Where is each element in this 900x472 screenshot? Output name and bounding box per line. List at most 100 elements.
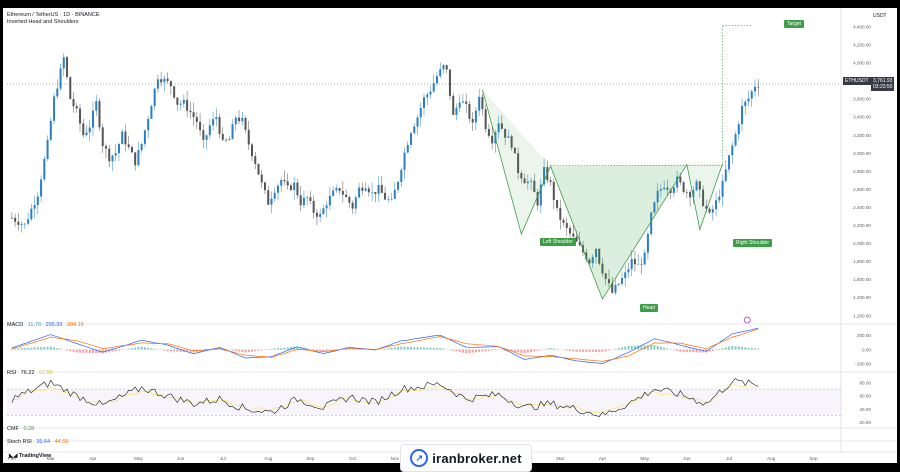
candle-body bbox=[563, 220, 565, 223]
candle-body bbox=[144, 130, 146, 143]
last-price-tag: 3,761.93 03:23:50 bbox=[871, 77, 894, 91]
candle-body bbox=[576, 237, 578, 242]
cmf-label: CMF bbox=[7, 426, 19, 432]
macd-histogram-bar bbox=[118, 349, 120, 350]
macd-histogram-bar bbox=[533, 349, 535, 351]
macd-histogram-bar bbox=[89, 349, 91, 353]
candle-body bbox=[728, 155, 730, 169]
macd-histogram-bar bbox=[592, 349, 594, 351]
candle-body bbox=[381, 185, 383, 193]
macd-histogram-bar bbox=[60, 349, 62, 350]
candle-body bbox=[569, 228, 571, 234]
candle-body bbox=[17, 222, 19, 225]
macd-histogram-bar bbox=[150, 348, 152, 350]
candle-body bbox=[313, 201, 315, 213]
macd-histogram-bar bbox=[553, 348, 555, 349]
candle-body bbox=[485, 109, 487, 129]
candle-body bbox=[63, 57, 65, 68]
macd-histogram-bar bbox=[514, 349, 516, 352]
macd-histogram-bar bbox=[582, 349, 584, 351]
month-tick-label: May bbox=[134, 456, 143, 461]
candle-body bbox=[34, 205, 36, 209]
candle-body bbox=[30, 209, 32, 220]
macd-histogram-bar bbox=[261, 349, 263, 350]
rsi-ma-value: 67.56 bbox=[39, 370, 53, 376]
candle-body bbox=[355, 197, 357, 208]
macd-histogram-bar bbox=[650, 345, 652, 349]
candle-body bbox=[439, 69, 441, 76]
macd-signal-line bbox=[12, 329, 758, 362]
candle-body bbox=[137, 150, 139, 165]
candle-body bbox=[92, 111, 94, 128]
candle-body bbox=[212, 119, 214, 125]
candle-body bbox=[462, 102, 464, 103]
candle-body bbox=[11, 218, 13, 219]
candle-body bbox=[241, 118, 243, 121]
macd-histogram-bar bbox=[170, 349, 172, 351]
candle-body bbox=[303, 198, 305, 205]
price-tick-label: 2,400.00 bbox=[853, 205, 871, 210]
macd-histogram-bar bbox=[657, 346, 659, 350]
macd-histogram-bar bbox=[232, 349, 234, 350]
candle-body bbox=[115, 153, 117, 155]
candle-body bbox=[14, 218, 16, 222]
macd-tick-label: 0.00 bbox=[862, 347, 871, 352]
candle-body bbox=[50, 121, 52, 140]
price-tick-label: 2,200.00 bbox=[853, 223, 871, 228]
candle-body bbox=[481, 97, 483, 109]
candle-body bbox=[56, 89, 58, 97]
macd-histogram-bar bbox=[728, 347, 730, 350]
left-shoulder-label: Left Shoulder bbox=[540, 238, 576, 246]
candle-body bbox=[280, 180, 282, 186]
candle-body bbox=[89, 128, 91, 133]
month-tick-label: Jun bbox=[177, 456, 185, 461]
macd-histogram-bar bbox=[556, 349, 558, 350]
macd-histogram-bar bbox=[76, 349, 78, 352]
candle-body bbox=[95, 101, 97, 110]
macd-histogram-bar bbox=[501, 349, 503, 350]
tradingview-text: TradingView bbox=[19, 453, 51, 459]
candle-body bbox=[73, 99, 75, 106]
candle-body bbox=[738, 124, 740, 134]
macd-histogram-bar bbox=[442, 349, 444, 350]
candle-body bbox=[124, 132, 126, 145]
candle-body bbox=[478, 97, 480, 111]
candle-body bbox=[228, 139, 230, 140]
candle-body bbox=[316, 213, 318, 217]
candle-body bbox=[326, 205, 328, 208]
candle-body bbox=[66, 57, 68, 77]
macd-histogram-bar bbox=[387, 348, 389, 349]
macd-histogram-bar bbox=[79, 349, 81, 352]
candle-body bbox=[163, 79, 165, 83]
macd-histogram-bar bbox=[144, 347, 146, 350]
macd-histogram-bar bbox=[21, 348, 23, 350]
macd-histogram-bar bbox=[465, 349, 467, 353]
candle-body bbox=[627, 269, 629, 272]
tradingview-logo[interactable]: ◣◢ TradingView bbox=[9, 453, 51, 459]
macd-histogram-bar bbox=[287, 347, 289, 349]
candle-body bbox=[332, 190, 334, 195]
candle-body bbox=[342, 191, 344, 195]
macd-histogram-bar bbox=[449, 349, 451, 350]
candle-body bbox=[189, 111, 191, 112]
macd-histogram-bar bbox=[627, 346, 629, 350]
macd-histogram-bar bbox=[491, 349, 493, 350]
macd-histogram-bar bbox=[248, 349, 250, 352]
macd-histogram-bar bbox=[274, 348, 276, 349]
macd-line-value: 295.93 bbox=[46, 322, 63, 328]
candle-body bbox=[754, 87, 756, 92]
candle-body bbox=[361, 188, 363, 191]
left-shoulder-fill bbox=[482, 90, 550, 234]
candle-body bbox=[387, 199, 389, 200]
candle-body bbox=[186, 100, 188, 111]
chart-canvas[interactable]: 4,400.004,200.004,000.003,800.003,600.00… bbox=[3, 8, 897, 463]
rsi-tick-label: 80.00 bbox=[860, 381, 872, 386]
macd-histogram-bar bbox=[563, 349, 565, 350]
macd-histogram-bar bbox=[673, 349, 675, 350]
candle-body bbox=[300, 195, 302, 205]
candle-body bbox=[423, 97, 425, 108]
candle-body bbox=[209, 125, 211, 135]
macd-histogram-bar bbox=[614, 349, 616, 350]
candle-body bbox=[176, 98, 178, 105]
candle-body bbox=[206, 135, 208, 140]
